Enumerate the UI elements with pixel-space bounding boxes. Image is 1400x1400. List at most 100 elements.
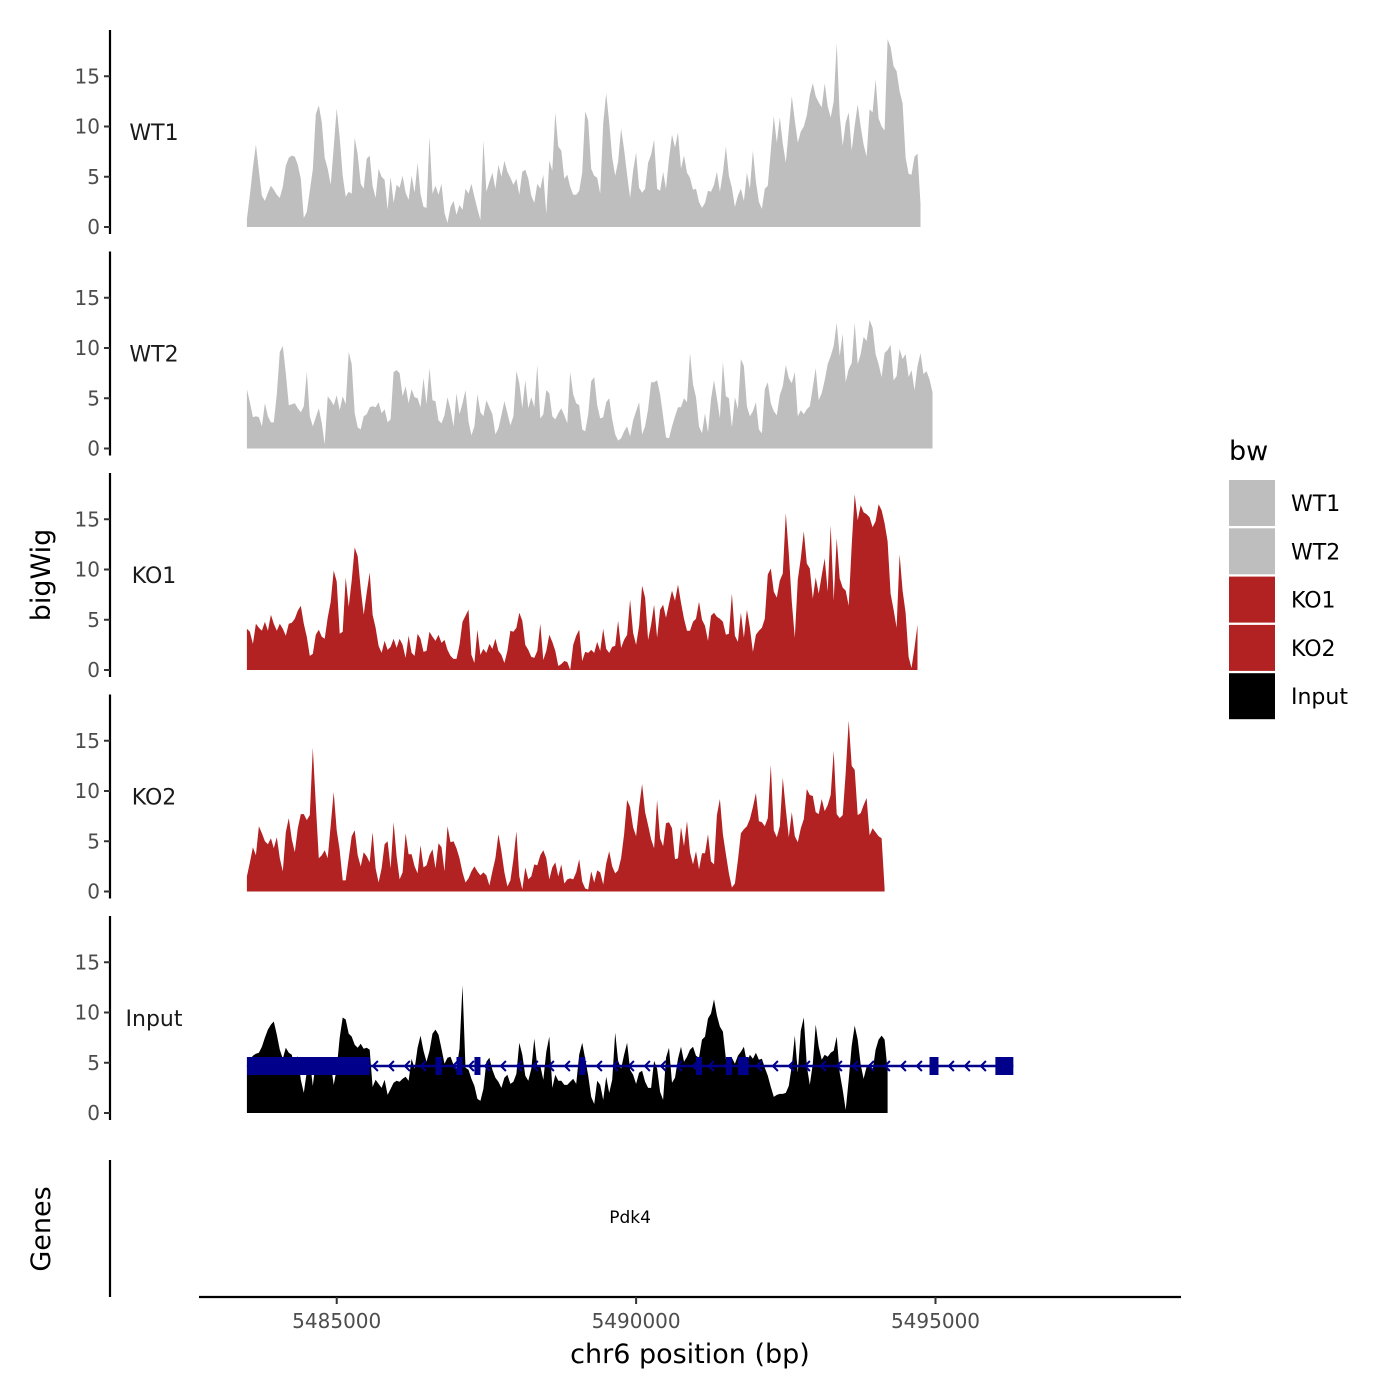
x-tick-label: 5495000 — [891, 1309, 980, 1333]
strand-arrow — [787, 1060, 795, 1072]
strand-arrow — [915, 1060, 923, 1072]
legend-label: WT2 — [1291, 540, 1340, 565]
y-tick-label: 0 — [87, 658, 100, 682]
track-label: Input — [126, 1007, 183, 1032]
legend-item-ko1: KO1 — [1229, 576, 1336, 623]
strand-arrow — [851, 1060, 859, 1072]
y-tick-label: 15 — [75, 950, 100, 974]
strand-arrow — [771, 1060, 779, 1072]
gene-exon — [246, 1057, 370, 1075]
legend-label: Input — [1291, 685, 1348, 710]
legend-item-wt2: WT2 — [1229, 528, 1340, 575]
y-axis-title: bigWig — [26, 529, 57, 622]
y-tick-label: 0 — [87, 880, 100, 904]
legend-label: KO1 — [1291, 589, 1336, 614]
y-tick-label: 5 — [87, 386, 100, 410]
legend-swatch — [1229, 624, 1275, 671]
gene-exon — [435, 1057, 442, 1075]
strand-arrow — [387, 1060, 395, 1072]
gene-exon — [695, 1057, 702, 1075]
y-tick-label: 15 — [75, 729, 100, 753]
y-tick-label: 5 — [87, 165, 100, 189]
gene-exon — [579, 1057, 586, 1075]
track-label: KO1 — [132, 564, 177, 589]
strand-arrow — [659, 1060, 667, 1072]
strand-arrow — [595, 1060, 603, 1072]
gene-exon — [929, 1057, 939, 1075]
y-tick-label: 0 — [87, 1101, 100, 1125]
strand-arrow — [643, 1060, 651, 1072]
strand-arrow — [627, 1060, 635, 1072]
track-ko2: 0 5 10 15 KO2 — [75, 694, 885, 904]
y-tick-label: 5 — [87, 829, 100, 853]
strand-arrow — [947, 1060, 955, 1072]
strand-arrow — [867, 1060, 875, 1072]
strand-arrow — [707, 1060, 715, 1072]
y-tick-label: 10 — [75, 1001, 100, 1025]
y-tick-label: 10 — [75, 336, 100, 360]
legend-label: KO2 — [1291, 637, 1336, 662]
strand-arrow — [531, 1060, 539, 1072]
track-wt2: 0 5 10 15 WT2 — [75, 251, 933, 461]
y-tick-label: 15 — [75, 64, 100, 88]
y-tick-label: 5 — [87, 1051, 100, 1075]
legend-swatch — [1229, 673, 1275, 720]
track-input: 0 5 10 15 Input — [75, 916, 888, 1125]
strand-arrow — [899, 1060, 907, 1072]
strand-arrow — [515, 1060, 523, 1072]
strand-arrow — [835, 1060, 843, 1072]
strand-arrow — [499, 1060, 507, 1072]
track-area — [246, 494, 918, 670]
legend-item-wt1: WT1 — [1229, 480, 1340, 526]
strand-arrow — [547, 1060, 555, 1072]
legend-swatch — [1229, 528, 1275, 575]
gene-exon — [474, 1057, 481, 1075]
legend-label: WT1 — [1291, 492, 1340, 517]
x-tick-label: 5490000 — [592, 1309, 681, 1333]
track-area — [246, 985, 888, 1113]
strand-arrow — [371, 1060, 379, 1072]
strand-arrow — [979, 1060, 987, 1072]
y-tick-label: 0 — [87, 437, 100, 461]
track-label: KO2 — [132, 786, 177, 811]
legend-item-ko2: KO2 — [1229, 624, 1336, 671]
strand-arrow — [563, 1060, 571, 1072]
y-tick-label: 15 — [75, 507, 100, 531]
track-wt1: 0 5 10 15 WT1 — [75, 30, 921, 239]
gene-pdk4: Pdk4 — [246, 1057, 1014, 1228]
strand-arrow — [611, 1060, 619, 1072]
x-tick-label: 5485000 — [292, 1309, 381, 1333]
gene-exon — [725, 1057, 732, 1075]
strand-arrow — [755, 1060, 763, 1072]
strand-arrow — [819, 1060, 827, 1072]
gene-exon — [456, 1057, 463, 1075]
y-tick-label: 10 — [75, 115, 100, 139]
legend-title: bw — [1229, 436, 1268, 467]
strand-arrow — [883, 1060, 891, 1072]
legend-swatch — [1229, 576, 1275, 623]
strand-arrow — [451, 1060, 459, 1072]
gene-name-label: Pdk4 — [609, 1208, 651, 1228]
track-label: WT1 — [129, 121, 178, 146]
x-axis: 5485000 5490000 5495000 — [199, 1295, 1181, 1333]
x-axis-title: chr6 position (bp) — [570, 1339, 810, 1370]
legend-item-input: Input — [1229, 673, 1348, 720]
strand-arrow — [467, 1060, 475, 1072]
strand-arrow — [403, 1060, 411, 1072]
strand-arrow — [803, 1060, 811, 1072]
track-area — [246, 39, 921, 227]
y-tick-label: 15 — [75, 286, 100, 310]
y-tick-label: 5 — [87, 608, 100, 632]
track-ko1: 0 5 10 15 KO1 — [75, 473, 918, 682]
genes-axis-title: Genes — [26, 1186, 57, 1271]
strand-arrow — [483, 1060, 491, 1072]
strand-arrow — [675, 1060, 683, 1072]
strand-arrow — [963, 1060, 971, 1072]
tracks: 0 5 10 15 WT1 0 5 10 15 WT2 0 5 10 15 KO1 0 5 10 15 KO2 0 5 10… — [75, 30, 933, 1125]
legend: WT1 WT2 KO1 KO2 Input — [1229, 480, 1348, 720]
track-area — [246, 720, 885, 892]
y-tick-label: 0 — [87, 215, 100, 239]
track-label: WT2 — [129, 343, 178, 368]
legend-swatch — [1229, 480, 1275, 526]
